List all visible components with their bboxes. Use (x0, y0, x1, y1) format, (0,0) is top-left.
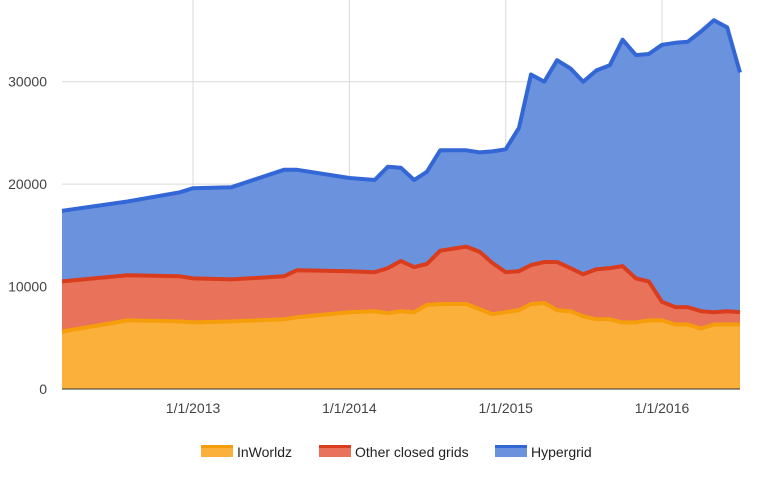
x-tick-label: 1/1/2016 (635, 400, 690, 416)
series-lines (61, 18, 742, 334)
y-tick-label: 30000 (8, 74, 47, 90)
axes: 0 10000 20000 30000 1/1/2013 1/1/2014 1/1/2015… (8, 74, 740, 416)
x-tick-label: 1/1/2014 (322, 400, 377, 416)
x-tick-label: 1/1/2013 (166, 400, 221, 416)
x-tick-label: 1/1/2015 (478, 400, 533, 416)
line-hypergrid (61, 18, 742, 213)
legend-label: Other closed grids (355, 444, 469, 460)
area-inworldz (62, 303, 740, 389)
series-areas (62, 20, 740, 389)
line-other-closed-grids (61, 244, 741, 315)
y-tick-label: 10000 (8, 279, 47, 295)
y-tick-label: 20000 (8, 176, 47, 192)
area-hypergrid (62, 20, 740, 313)
y-tick-label: 0 (39, 381, 47, 397)
legend-label: Hypergrid (531, 444, 592, 460)
line-inworldz (61, 301, 740, 334)
legend: InWorldz Other closed grids Hypergrid (201, 444, 592, 460)
legend-label: InWorldz (237, 444, 292, 460)
